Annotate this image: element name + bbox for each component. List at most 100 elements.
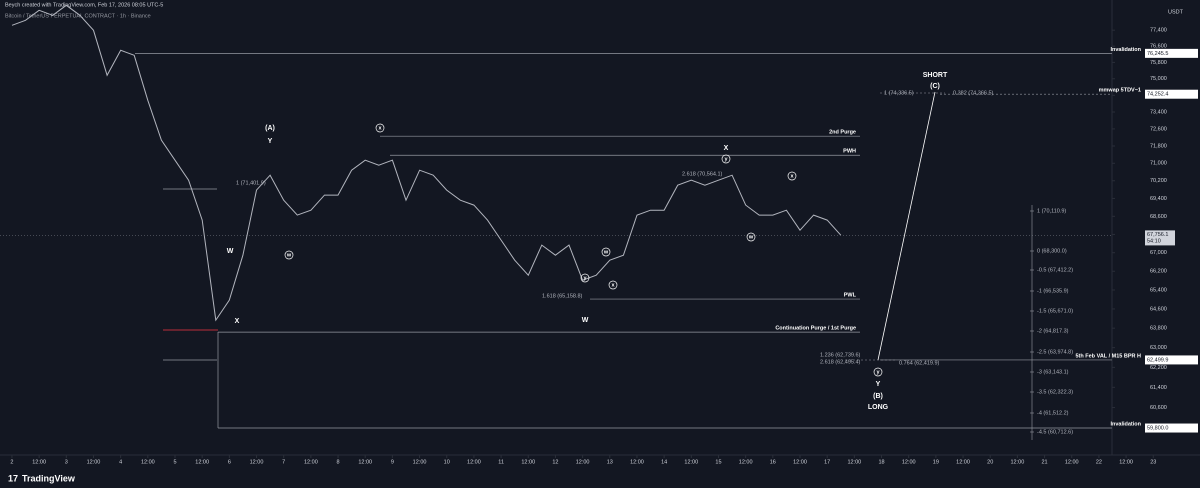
fib-annotation: 2.618 (62,495.4) xyxy=(820,359,861,365)
fib-label: -2.5 (63,974.8) xyxy=(1037,349,1073,355)
x-tick-label: 12:00 xyxy=(956,459,970,465)
y-tick-label: 71,000 xyxy=(1150,161,1167,167)
x-tick-label: 12:00 xyxy=(1011,459,1025,465)
price-box xyxy=(1145,48,1198,58)
x-tick-label: 12:00 xyxy=(87,459,101,465)
price-line xyxy=(11,4,842,322)
level-label: 5th Feb VAL / M15 BPR H xyxy=(1075,353,1141,359)
wave-circle xyxy=(375,123,385,133)
wave-circle xyxy=(746,232,756,242)
y-tick-label: 76,600 xyxy=(1150,44,1167,50)
wave-label: (A) xyxy=(265,125,275,132)
y-tick-label: 63,800 xyxy=(1150,326,1167,332)
symbol-line: Bitcoin / TetherUS PERPETUAL CONTRACT · … xyxy=(5,13,151,19)
level-label: PWL xyxy=(844,293,857,299)
wave-label: W xyxy=(582,317,589,324)
y-tick-label: 63,000 xyxy=(1150,345,1167,351)
wave-circle xyxy=(787,171,797,181)
wave-circle xyxy=(580,273,590,283)
x-tick-label: 9 xyxy=(391,459,394,465)
wave-circle xyxy=(608,280,618,290)
x-tick-label: 12:00 xyxy=(413,459,427,465)
price-box xyxy=(1145,355,1198,365)
wave-circle xyxy=(873,367,883,377)
y-tick-label: 75,000 xyxy=(1150,76,1167,82)
y-tick-label: 67,000 xyxy=(1150,250,1167,256)
level-label: Continuation Purge / 1st Purge xyxy=(775,326,856,332)
y-tick-label: 60,600 xyxy=(1150,405,1167,411)
x-tick-label: 20 xyxy=(987,459,993,465)
level-label: mmwap 5TDV~1 xyxy=(1099,88,1141,94)
level-label: 2nd Purge xyxy=(829,130,856,136)
y-tick-label: 64,600 xyxy=(1150,306,1167,312)
fib-annotation: 1.618 (65,158.8) xyxy=(542,293,583,299)
wave-label: (C) xyxy=(930,83,940,90)
y-tick-label: 69,400 xyxy=(1150,196,1167,202)
x-tick-label: 10 xyxy=(444,459,450,465)
price-box-label: 74,252.4 xyxy=(1147,92,1168,98)
x-tick-label: 14 xyxy=(661,459,667,465)
price-box-label: 76,245.5 xyxy=(1147,51,1168,57)
y-tick-label: 75,800 xyxy=(1150,60,1167,66)
x-tick-label: 12:00 xyxy=(793,459,807,465)
fib-label: -4 (61,512.2) xyxy=(1037,410,1069,416)
price-box-label: 59,800.0 xyxy=(1147,425,1168,431)
level-label: Invalidation xyxy=(1110,421,1141,427)
fib-label: -0.5 (67,412.2) xyxy=(1037,267,1073,273)
wave-label: W xyxy=(227,248,234,255)
fib-annotation: 1 (74,336.5) xyxy=(884,90,914,96)
fib-label: -2 (64,817.3) xyxy=(1037,328,1069,334)
wave-label: Y xyxy=(268,138,273,145)
x-tick-label: 12:00 xyxy=(32,459,46,465)
fib-label: -1 (66,535.9) xyxy=(1037,288,1069,294)
circled-wave-label: x xyxy=(378,125,382,131)
price-box xyxy=(1145,423,1198,433)
y-tick-label: 77,400 xyxy=(1150,28,1167,34)
x-tick-label: 21 xyxy=(1042,459,1048,465)
circled-wave-label: y xyxy=(724,156,728,162)
fib-label: -1.5 (65,671.0) xyxy=(1037,308,1073,314)
x-tick-label: 12:00 xyxy=(902,459,916,465)
wave-label: X xyxy=(724,145,729,152)
x-tick-label: 19 xyxy=(933,459,939,465)
last-price-box xyxy=(1145,230,1175,246)
x-tick-label: 5 xyxy=(173,459,176,465)
circled-wave-label: y xyxy=(583,275,587,281)
y-tick-label: 70,200 xyxy=(1150,178,1167,184)
x-tick-label: 12:00 xyxy=(521,459,535,465)
fib-annotation: 2.618 (70,564.1) xyxy=(682,171,723,177)
price-box-label: 62,499.9 xyxy=(1147,357,1168,363)
brand-mark: 17 xyxy=(8,473,18,483)
circled-wave-label: y xyxy=(876,369,880,375)
y-tick-label: 65,400 xyxy=(1150,287,1167,293)
fib-annotation: 1.236 (62,739.6) xyxy=(820,352,861,358)
fib-label: 1 (70,110.9) xyxy=(1037,208,1066,214)
circled-wave-label: x xyxy=(611,282,615,288)
x-tick-label: 3 xyxy=(65,459,68,465)
fib-label: -3.5 (62,322.3) xyxy=(1037,389,1073,395)
y-tick-label: 71,800 xyxy=(1150,143,1167,149)
x-tick-label: 12:00 xyxy=(250,459,264,465)
x-tick-label: 17 xyxy=(824,459,830,465)
x-tick-label: 12:00 xyxy=(358,459,372,465)
x-tick-label: 7 xyxy=(282,459,285,465)
fib-label: -3 (63,143.1) xyxy=(1037,369,1069,375)
x-tick-label: 23 xyxy=(1150,459,1156,465)
y-tick-label: 68,600 xyxy=(1150,214,1167,220)
fib-annotation: 0.764 (62,419.9) xyxy=(899,360,940,366)
x-tick-label: 12:00 xyxy=(195,459,209,465)
circled-wave-label: w xyxy=(603,249,609,255)
x-tick-label: 4 xyxy=(119,459,122,465)
fib-label: -4.5 (60,712.6) xyxy=(1037,429,1073,435)
wave-circle xyxy=(284,250,294,260)
wave-label: (B) xyxy=(873,393,883,400)
y-tick-label: 66,200 xyxy=(1150,269,1167,275)
y-tick-label: 73,400 xyxy=(1150,109,1167,115)
fib-annotation: 0.382 (74,366.5) xyxy=(953,90,994,96)
x-tick-label: 16 xyxy=(770,459,776,465)
fib-label: 0 (68,300.0) xyxy=(1037,248,1067,254)
x-tick-label: 12:00 xyxy=(630,459,644,465)
wave-label: X xyxy=(235,318,240,325)
